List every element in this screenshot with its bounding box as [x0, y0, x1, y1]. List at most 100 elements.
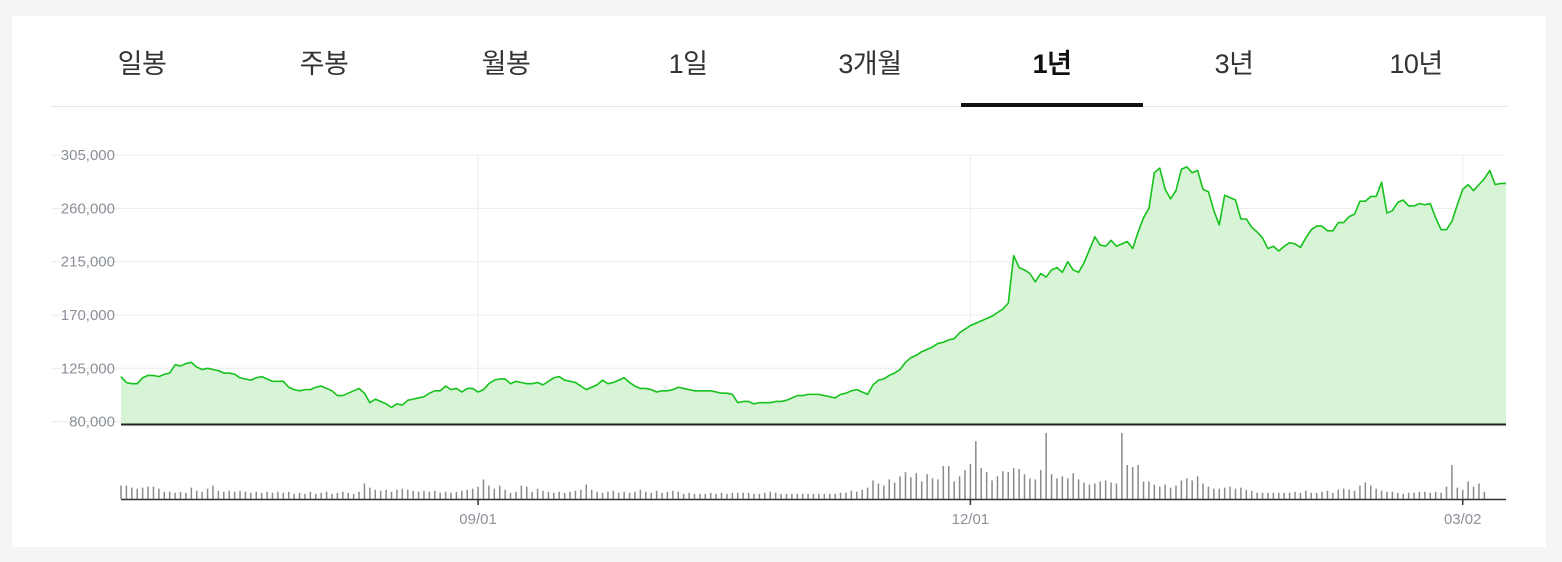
volume-bar: [899, 476, 901, 499]
volume-bar: [828, 493, 831, 499]
volume-bar: [304, 493, 306, 499]
volume-bar: [1315, 492, 1318, 499]
volume-bar: [450, 492, 452, 499]
volume-bar: [190, 487, 193, 499]
volume-bar: [1467, 481, 1469, 499]
volume-bar: [904, 472, 907, 499]
volume-bar: [1402, 493, 1404, 499]
volume-bar: [883, 485, 885, 499]
tab-period-6[interactable]: 3년: [1214, 48, 1254, 79]
volume-bar: [888, 479, 890, 499]
volume-bar: [1283, 492, 1285, 499]
volume-bar: [866, 487, 869, 499]
volume-bar: [1250, 490, 1253, 499]
volume-bar: [877, 483, 880, 499]
volume-bar: [948, 466, 950, 499]
volume-bar: [1207, 486, 1210, 500]
volume-bar: [1142, 481, 1145, 499]
volume-bar: [839, 492, 842, 499]
volume-bar: [856, 491, 858, 499]
volume-bar: [731, 492, 734, 499]
volume-bar: [791, 493, 793, 499]
volume-bar: [1153, 484, 1156, 499]
volume-bar: [1083, 482, 1085, 499]
volume-bar: [493, 488, 496, 499]
volume-bar: [1375, 488, 1377, 499]
volume-bar: [293, 493, 295, 499]
volume-bar: [1348, 489, 1350, 499]
volume-bar: [715, 493, 717, 499]
tab-period-5[interactable]: 1년: [961, 16, 1143, 107]
volume-bar: [185, 492, 187, 499]
volume-bar: [239, 490, 241, 499]
volume-bar: [374, 489, 377, 499]
volume-bar: [488, 485, 490, 499]
volume-bar: [1061, 476, 1064, 499]
volume-bar: [1175, 485, 1177, 499]
price-line: [120, 166, 1506, 409]
volume-bar: [639, 489, 642, 499]
volume-bar: [688, 492, 690, 499]
volume-bar: [969, 463, 972, 499]
y-tick-label: 170,000: [61, 307, 115, 324]
volume-bar: [650, 492, 652, 499]
x-tick-label: 03/02: [1444, 511, 1482, 528]
volume-bar: [861, 489, 863, 499]
volume-bar: [406, 489, 409, 499]
volume-bar: [471, 488, 474, 499]
volume-bar: [764, 492, 766, 499]
volume-bar: [769, 491, 771, 499]
volume-bar: [1434, 491, 1437, 499]
tab-period-2[interactable]: 월봉: [481, 48, 531, 79]
volume-bar: [823, 493, 826, 499]
volume-bar: [255, 491, 257, 499]
volume-bar: [747, 492, 750, 499]
tab-period-0[interactable]: 일봉: [117, 48, 167, 79]
volume-bar: [1202, 483, 1204, 499]
volume-bar: [850, 490, 853, 499]
volume-bar: [1413, 492, 1415, 499]
volume-bar: [428, 491, 431, 499]
volume-bar: [628, 492, 631, 499]
volume-bar: [666, 491, 669, 499]
volume-bar: [526, 486, 528, 500]
period-tabs: 일봉 주봉 월봉 1일 3개월 1년 3년 10년: [51, 16, 1507, 107]
tab-period-1[interactable]: 주봉: [299, 48, 349, 79]
volume-bar: [964, 470, 966, 500]
volume-bar: [980, 468, 982, 499]
volume-bar: [412, 490, 414, 499]
volume-bar: [504, 489, 506, 499]
volume-bar: [634, 491, 636, 499]
volume-bar: [953, 481, 955, 499]
volume-bar: [1294, 491, 1296, 499]
volume-bar: [737, 492, 739, 499]
volume-bar: [342, 491, 344, 499]
volume-bar: [1012, 468, 1015, 499]
volume-bar: [704, 493, 707, 499]
tab-period-4[interactable]: 3개월: [838, 48, 902, 79]
volume-bar: [477, 486, 479, 500]
volume-bar: [515, 491, 517, 499]
volume-bar: [726, 493, 728, 499]
tab-period-3[interactable]: 1일: [668, 48, 708, 79]
volume-bar: [260, 492, 263, 499]
volume-bar: [872, 480, 874, 499]
volume-bar: [1110, 482, 1112, 499]
volume-bar: [434, 490, 436, 499]
volume-bar: [298, 492, 301, 499]
volume-bar: [1072, 473, 1074, 499]
volume-bar: [179, 491, 182, 499]
volume-bar: [266, 491, 268, 499]
volume-bar: [1310, 492, 1312, 499]
tab-period-7[interactable]: 10년: [1389, 48, 1443, 79]
volume-bar: [801, 493, 804, 499]
volume-bar: [352, 493, 355, 499]
volume-bar: [401, 488, 404, 499]
volume-bar: [796, 493, 799, 499]
volume-bar: [369, 487, 371, 499]
y-tick-label: 80,000: [69, 414, 115, 431]
volume-bar: [1321, 491, 1323, 499]
volume-bar: [1342, 488, 1345, 499]
volume-bar: [1039, 470, 1042, 500]
volume-bar: [336, 492, 339, 499]
